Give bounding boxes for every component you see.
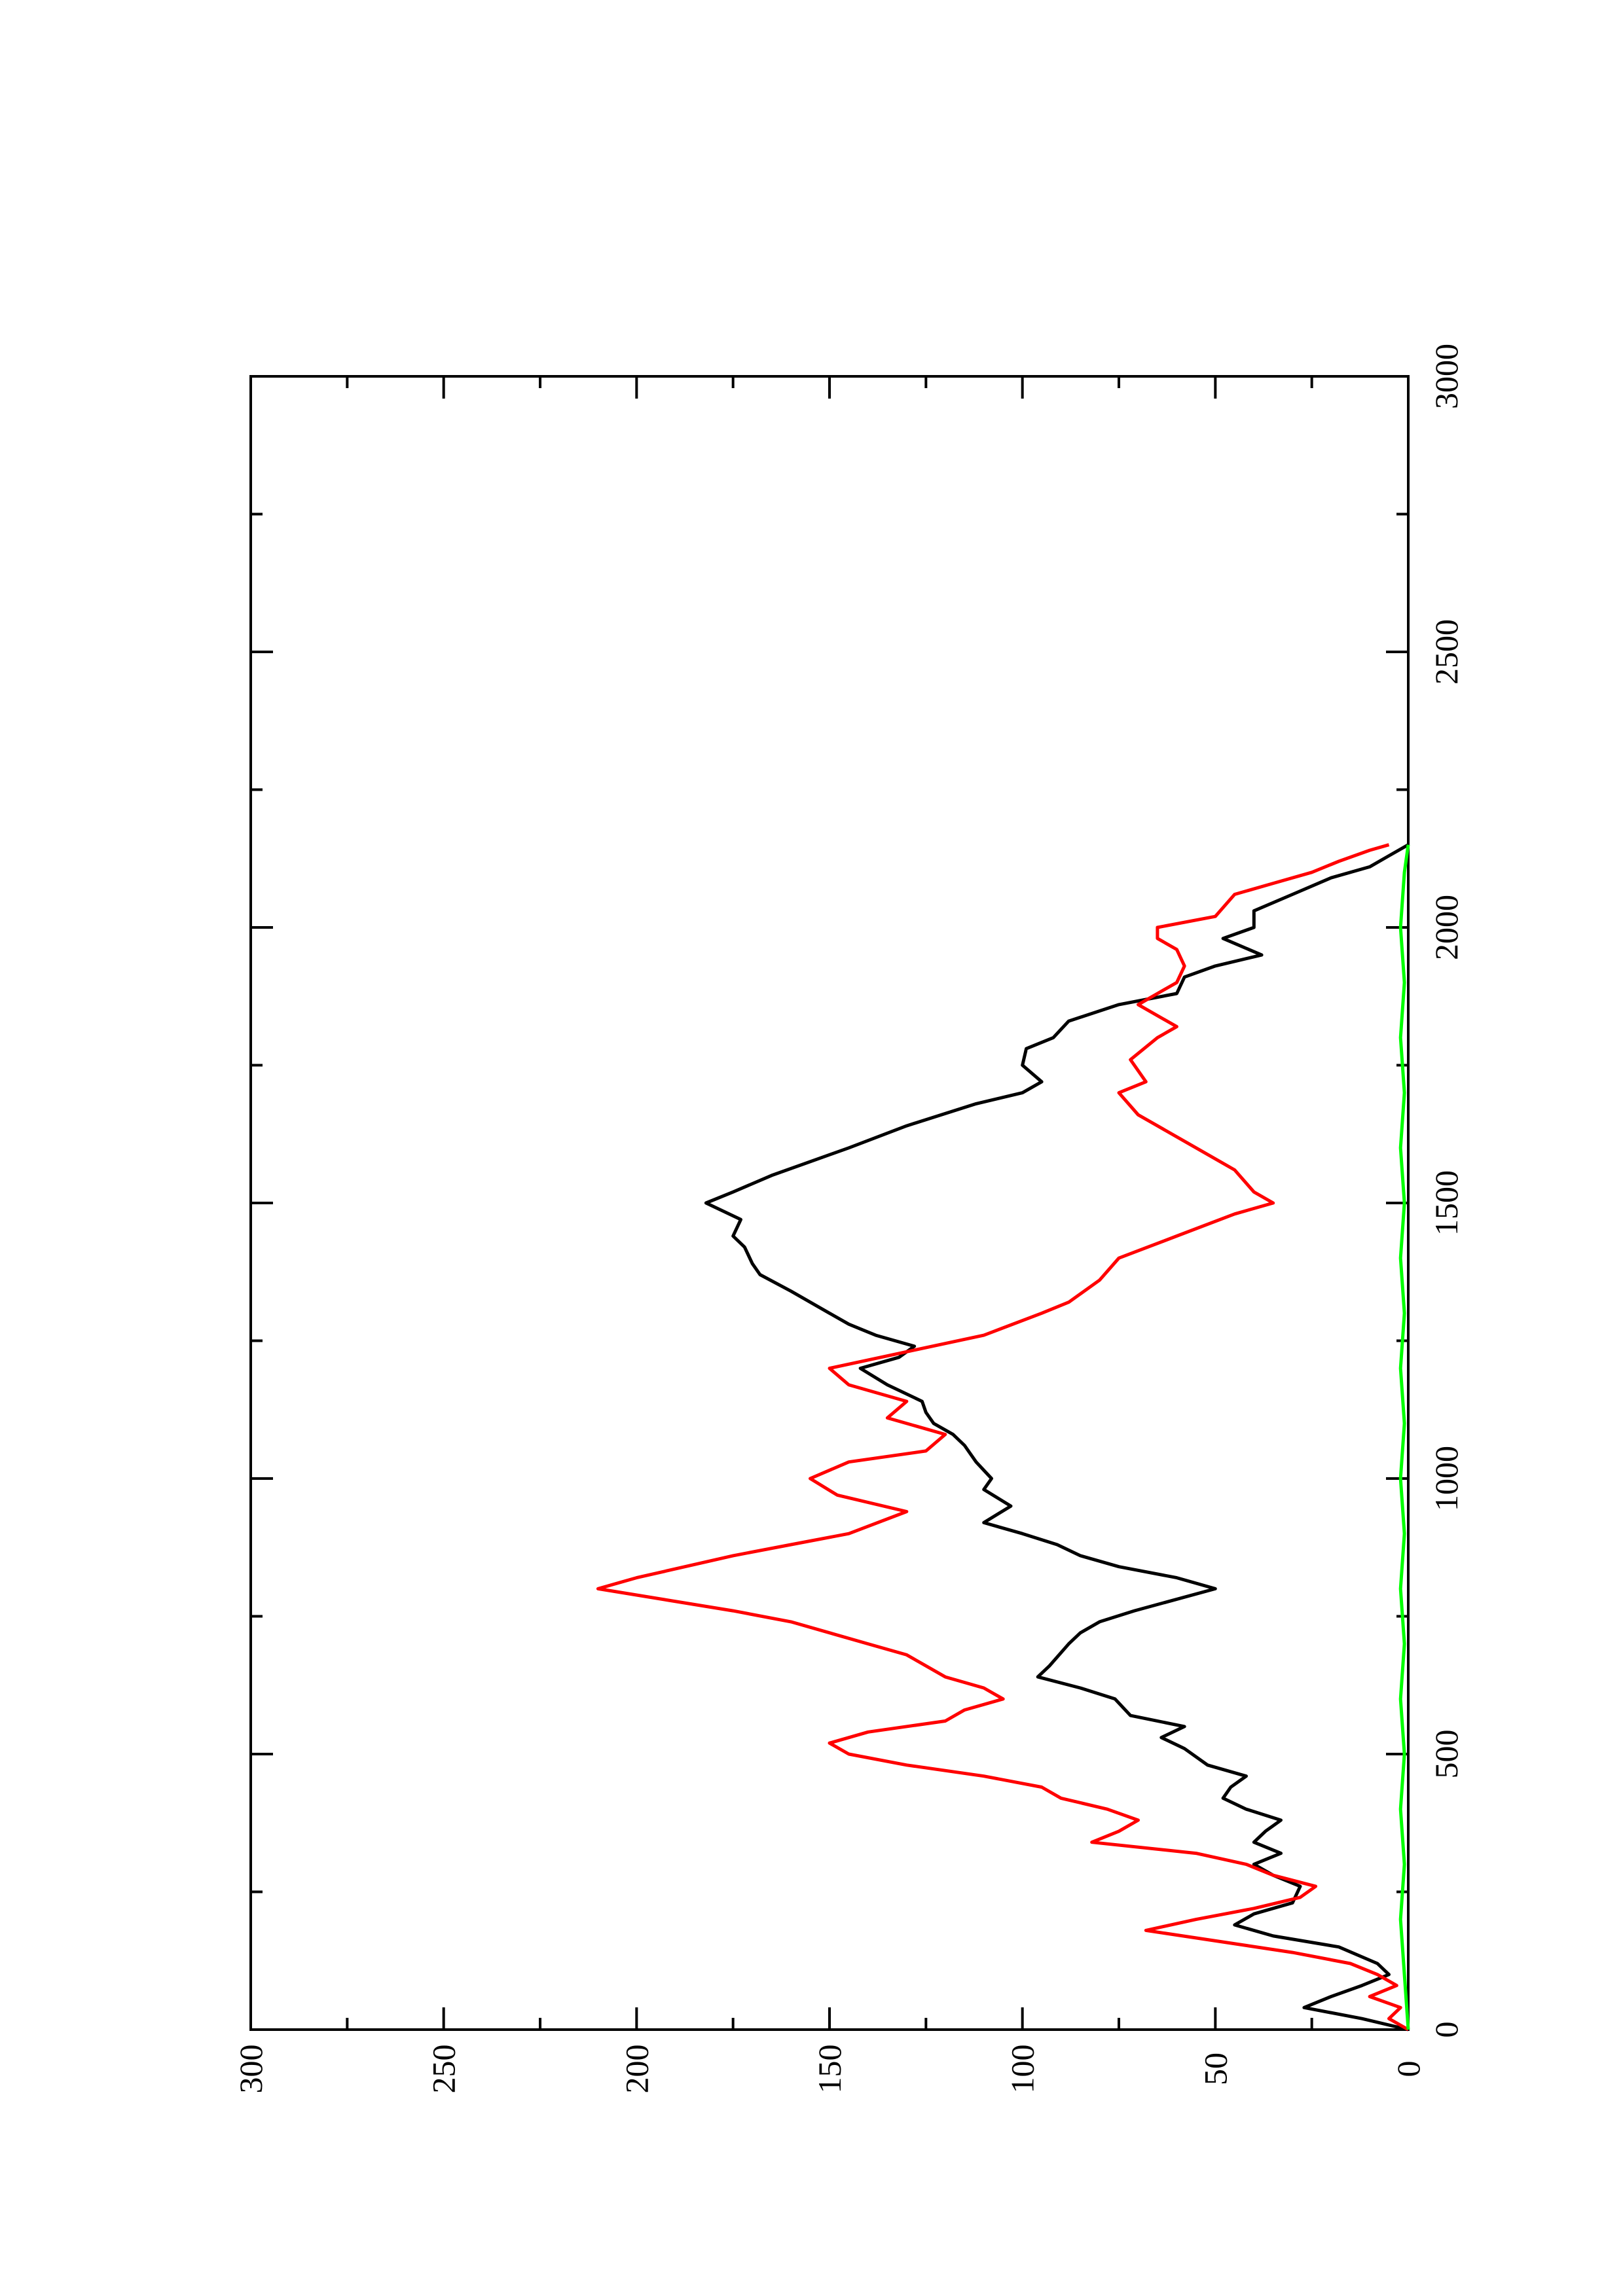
x-tick-label: 2000 [1428, 895, 1465, 960]
plot-frame [249, 375, 1410, 2031]
series-line-3 [1398, 844, 1410, 2030]
series-line-2 [596, 843, 1410, 2032]
x-tick-label: 2500 [1428, 619, 1465, 685]
axis-ticks [249, 375, 1410, 2031]
x-tick-label: 500 [1428, 1730, 1465, 1779]
y-tick-label: 200 [618, 2045, 655, 2094]
x-tick-label: 1500 [1428, 1170, 1465, 1236]
axis-tick-labels: 0 500 1000 1500 2000 2500 3000 0 50 100 150 200 250 3… [232, 344, 1465, 2094]
series-line-1 [704, 843, 1410, 2032]
series-layer [596, 843, 1410, 2032]
x-tick-label: 3000 [1428, 344, 1465, 409]
x-tick-label: 0 [1428, 2022, 1465, 2038]
x-tick-label: 1000 [1428, 1446, 1465, 1511]
y-tick-label: 150 [811, 2045, 848, 2094]
y-tick-label: 50 [1197, 2053, 1233, 2085]
y-tick-label: 300 [232, 2045, 269, 2094]
y-tick-label: 100 [1004, 2045, 1041, 2094]
y-tick-label: 0 [1390, 2061, 1427, 2077]
y-tick-label: 250 [426, 2045, 462, 2094]
